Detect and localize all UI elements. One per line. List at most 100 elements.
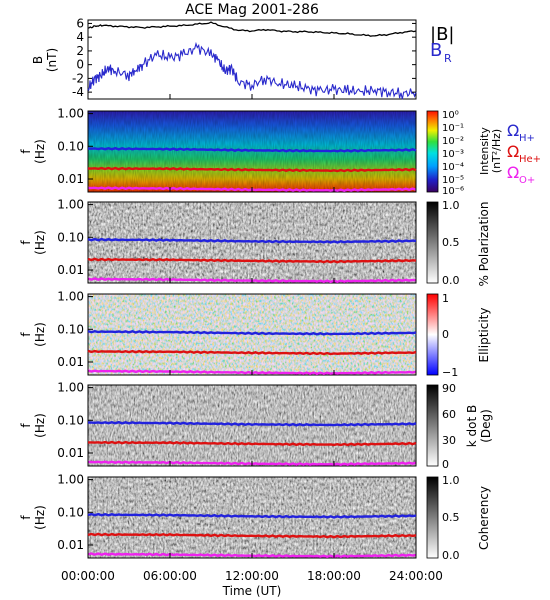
- series-line-br: [87, 41, 417, 100]
- y-tick-label: 1.00: [57, 107, 84, 121]
- y-tick-label: 1.00: [57, 198, 84, 212]
- colorbar-tick: 30: [442, 434, 456, 447]
- x-tick-label: 18:00:00: [307, 569, 361, 583]
- y-tick-label: 1.00: [57, 290, 84, 304]
- y-tick-label: 0.10: [57, 230, 84, 244]
- legend-br-sub: R: [444, 52, 452, 65]
- legend-omega-o-sub: O+: [519, 175, 535, 186]
- spectrogram-yunit: (Hz): [33, 230, 47, 255]
- colorbar-tick: 90: [442, 382, 456, 395]
- y-tick-label: -2: [72, 71, 84, 85]
- intensity-colorbar: [426, 110, 439, 193]
- polarization-panel: 1.0 0.5 0.0 % Polarization: [87, 199, 491, 287]
- gyrofrequency-line: [87, 532, 417, 539]
- legend-bmag: |B|: [430, 24, 454, 45]
- series-line-bmag: [87, 21, 417, 37]
- field-ylabel: B: [31, 56, 45, 64]
- intensity-panel: 10⁰ 10⁻¹ 10⁻² 10⁻³ 10⁻⁴ 10⁻⁵ 10⁻⁶ Intens…: [87, 110, 541, 197]
- colorbar-tick: 10⁻⁶: [442, 186, 464, 197]
- y-tick-label: 0.10: [57, 505, 84, 519]
- legend-omega-he: Ω: [507, 142, 519, 161]
- kdotb-colorbar: [426, 384, 439, 467]
- spectrogram-yunit: (Hz): [33, 413, 47, 438]
- spectrogram-ylabel: f: [19, 149, 33, 154]
- gyrofrequency-line: [87, 512, 417, 519]
- ellipticity-panel: 1 0 −1 Ellipticity: [87, 292, 491, 379]
- y-tick-label: 0.10: [57, 322, 84, 336]
- y-tick-label: 0.01: [57, 538, 84, 552]
- gyrofrequency-line: [87, 420, 417, 427]
- spectrogram-ylabel: f: [19, 240, 33, 245]
- gyrofrequency-line: [87, 257, 417, 264]
- colorbar-tick: 10⁻⁴: [442, 162, 464, 173]
- y-tick-label: 1.00: [57, 473, 84, 487]
- intensity-colorbar-ticks: 10⁰ 10⁻¹ 10⁻² 10⁻³ 10⁻⁴ 10⁻⁵ 10⁻⁶: [442, 110, 464, 197]
- y-tick-label: 0.10: [57, 139, 84, 153]
- ellipticity-colorbar: [426, 293, 439, 376]
- field-yunit: (nT): [45, 48, 59, 72]
- x-axis-tick-labels: 00:00:00 06:00:00 12:00:00 18:00:00 24:0…: [61, 569, 443, 583]
- colorbar-tick: −1: [442, 366, 458, 379]
- kdotb-colorbar-label: k dot B: [465, 405, 479, 447]
- chart-title: ACE Mag 2001-286: [185, 2, 319, 18]
- kdotb-panel: 90 60 30 0 k dot B (Deg): [87, 382, 493, 471]
- y-tick-label: -4: [72, 85, 84, 99]
- colorbar-tick: 0.0: [442, 549, 460, 562]
- legend-omega-h: Ω: [507, 121, 519, 140]
- spectrogram-ylabel: f: [19, 332, 33, 337]
- legend-br: B: [430, 40, 442, 61]
- legend-omega-o: Ω: [507, 163, 519, 182]
- intensity-colorbar-unit: (nT²/Hz): [490, 129, 503, 173]
- y-tick-label: 4: [76, 30, 84, 44]
- gyro-legend: Ω H+ Ω He+ Ω O+: [507, 121, 541, 186]
- kdotb-colorbar-unit: (Deg): [479, 409, 493, 443]
- colorbar-tick: 10⁰: [442, 110, 459, 121]
- coherency-colorbar: [426, 476, 439, 559]
- colorbar-tick: 10⁻²: [442, 136, 464, 147]
- y-tick-label: 0: [76, 58, 84, 72]
- ellipticity-colorbar-label: Ellipticity: [477, 308, 491, 363]
- colorbar-tick: 60: [442, 408, 456, 421]
- x-tick-label: 24:00:00: [389, 569, 443, 583]
- y-tick-label: 0.01: [57, 446, 84, 460]
- colorbar-tick: 1: [442, 292, 449, 305]
- gyrofrequency-line: [87, 329, 417, 336]
- colorbar-tick: 0.0: [442, 274, 460, 287]
- y-tick-label: 0.01: [57, 263, 84, 277]
- generated-marks: 1.000.100.01f (Hz)1.000.100.01f (Hz)1.000.…: [19, 94, 417, 559]
- y-tick-label: 0.10: [57, 413, 84, 427]
- colorbar-tick: 0: [442, 458, 449, 471]
- colorbar-tick: 10⁻¹: [442, 123, 464, 134]
- colorbar-tick: 10⁻⁵: [442, 175, 464, 186]
- spectrogram-ylabel: f: [19, 515, 33, 520]
- x-tick-label: 06:00:00: [143, 569, 197, 583]
- intensity-colorbar-label: Intensity: [478, 127, 491, 175]
- spectrogram-ylabel: f: [19, 423, 33, 428]
- colorbar-tick: 0.5: [442, 236, 460, 249]
- colorbar-tick: 1.0: [442, 474, 460, 487]
- y-tick-label: 1.00: [57, 381, 84, 395]
- spectrogram-yunit: (Hz): [33, 139, 47, 164]
- colorbar-tick: 1.0: [442, 199, 460, 212]
- polarization-colorbar: [426, 201, 439, 284]
- y-tick-label: 6: [76, 16, 84, 30]
- x-axis-label: Time (UT): [222, 584, 282, 598]
- x-tick-label: 00:00:00: [61, 569, 115, 583]
- y-tick-label: 2: [76, 44, 84, 58]
- colorbar-tick: 0: [442, 328, 449, 341]
- spectrogram-yunit: (Hz): [33, 322, 47, 347]
- gyrofrequency-line: [87, 237, 417, 244]
- spectrogram-yunit: (Hz): [33, 505, 47, 530]
- y-tick-label: 0.01: [57, 172, 84, 186]
- polarization-colorbar-label: % Polarization: [477, 202, 491, 287]
- gyrofrequency-line: [87, 166, 417, 173]
- colorbar-tick: 0.5: [442, 511, 460, 524]
- legend-omega-h-sub: H+: [519, 133, 535, 144]
- legend-omega-he-sub: He+: [519, 154, 541, 165]
- gyrofrequency-line: [87, 146, 417, 153]
- coherency-colorbar-label: Coherency: [477, 486, 491, 550]
- y-tick-label: 0.01: [57, 355, 84, 369]
